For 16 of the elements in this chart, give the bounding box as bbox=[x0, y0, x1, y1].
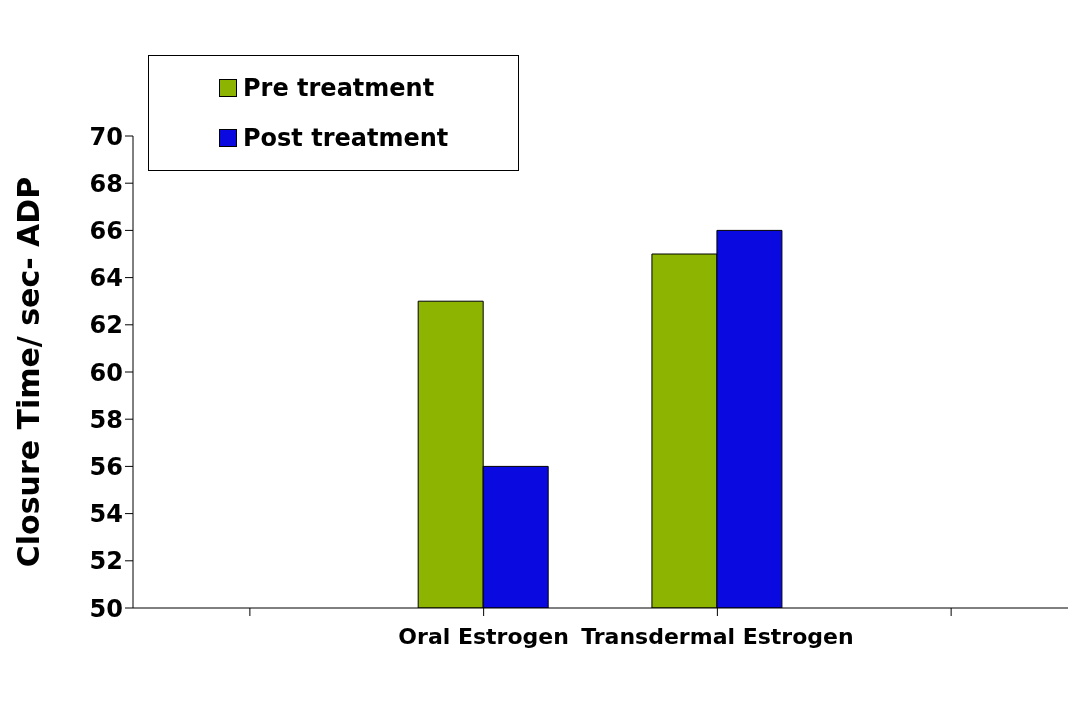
y-axis-title: Closure Time/ sec- ADP bbox=[10, 176, 46, 568]
y-tick-label: 68 bbox=[89, 169, 123, 198]
y-tick-label: 62 bbox=[89, 311, 123, 340]
legend-label: Post treatment bbox=[243, 124, 449, 152]
legend-label: Pre treatment bbox=[243, 74, 435, 102]
y-tick-label: 66 bbox=[89, 216, 123, 245]
y-tick-label: 64 bbox=[89, 264, 123, 293]
y-tick-label: 54 bbox=[89, 500, 123, 529]
y-tick-label: 58 bbox=[89, 405, 123, 434]
y-tick-label: 70 bbox=[89, 122, 123, 151]
x-tick-label: Oral Estrogen bbox=[398, 623, 569, 649]
x-tick-label: Transdermal Estrogen bbox=[581, 623, 854, 649]
y-tick-label: 60 bbox=[89, 358, 123, 387]
y-tick-label: 56 bbox=[89, 452, 123, 481]
y-tick-label: 52 bbox=[89, 547, 123, 576]
y-tick-label: 50 bbox=[89, 594, 123, 623]
